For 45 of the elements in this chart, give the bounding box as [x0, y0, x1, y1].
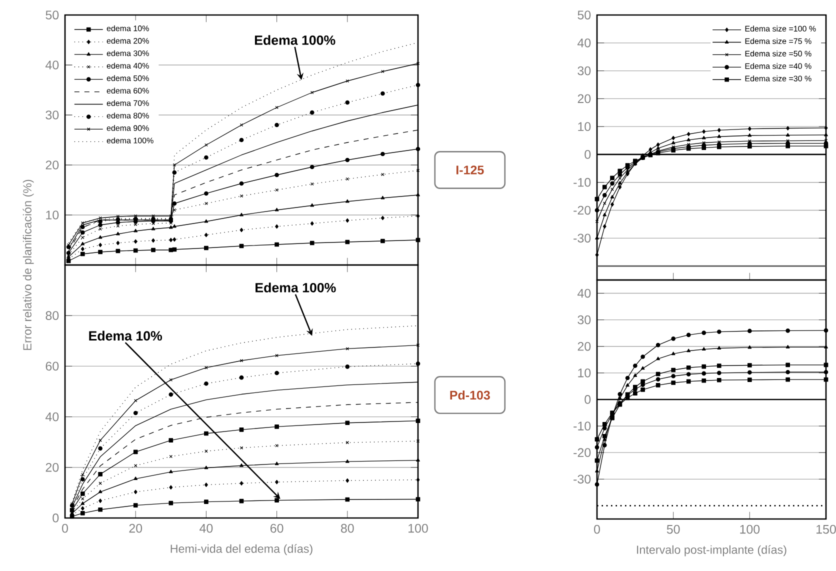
x-tick-label: 20: [129, 524, 142, 533]
y-tick-label: 20: [46, 160, 59, 170]
annotation: Edema 100%: [254, 35, 336, 45]
y-tick-label: -10: [574, 178, 591, 187]
y-tick-label: -20: [574, 206, 591, 215]
y-tick-label: 0: [584, 150, 591, 159]
y-tick-label: 20: [578, 94, 591, 104]
text: Pd-103: [450, 390, 490, 400]
y-tick-label: 0: [584, 395, 591, 404]
y-tick-label: 0: [52, 514, 59, 522]
text: I-125: [456, 166, 484, 174]
x-tick-label: 60: [270, 524, 284, 533]
x-tick-label: 100: [740, 524, 760, 534]
x-axis-title: Hemi-vida del edema (días): [170, 544, 312, 556]
y-tick-label: -30: [574, 234, 591, 243]
y-tick-label: 60: [46, 362, 59, 371]
y-tick-label: -20: [574, 448, 591, 458]
x-tick-label: 0: [62, 524, 68, 533]
y-tick-label: 50: [46, 10, 59, 20]
y-tick-label: 30: [578, 66, 591, 76]
annotation: Edema 100%: [256, 282, 336, 292]
y-tick-label: -10: [574, 422, 591, 430]
y-tick-label: 30: [578, 315, 591, 324]
y-tick-label: 80: [46, 311, 59, 320]
annotation: Edema 10%: [89, 330, 162, 341]
x-tick-label: 50: [666, 524, 680, 534]
x-tick-label: 100: [408, 524, 428, 533]
y-tick-label: 30: [46, 110, 59, 120]
y-tick-label: 40: [577, 38, 591, 48]
y-tick-label: 20: [46, 462, 59, 472]
x-tick-label: 40: [200, 524, 213, 533]
x-tick-label: 80: [341, 524, 354, 533]
y-tick-label: 50: [578, 10, 591, 20]
y-tick-label: 40: [577, 288, 591, 298]
y-tick-label: 40: [46, 60, 59, 70]
y-tick-label: 20: [578, 342, 591, 351]
y-tick-label: 10: [578, 368, 591, 378]
x-axis-title: Intervalo post-implante (días): [637, 545, 786, 556]
x-tick-label: 0: [594, 524, 600, 534]
x-tick-label: 150: [816, 524, 836, 534]
y-tick-label: 10: [46, 210, 59, 220]
y-tick-label: -30: [574, 474, 591, 484]
y-tick-label: 10: [578, 122, 591, 132]
y-axis-title: Error relativo de planificación (%): [22, 180, 34, 350]
y-tick-label: 40: [46, 412, 59, 422]
